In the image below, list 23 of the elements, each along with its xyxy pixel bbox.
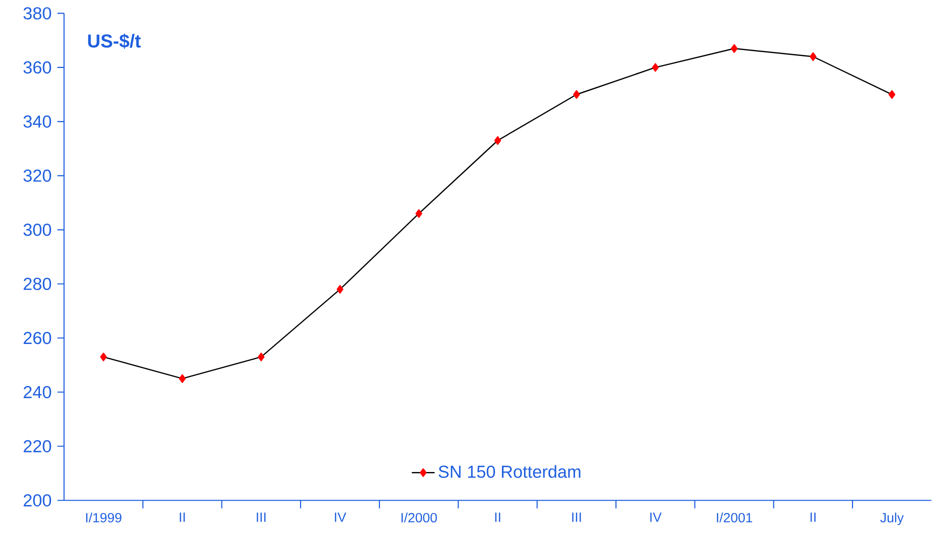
- y-tick-label: 280: [24, 278, 52, 290]
- y-axis-title: US-$/t: [88, 34, 141, 49]
- y-tick-label: 300: [24, 224, 52, 236]
- x-tick-label: IV: [334, 512, 346, 522]
- x-tick-label: II: [180, 512, 185, 522]
- x-tick-label: III: [256, 512, 266, 522]
- y-tick-label: 320: [24, 170, 52, 182]
- x-tick-label: I/1999: [86, 512, 122, 523]
- y-tick-label: 240: [24, 386, 52, 398]
- x-tick-label: III: [572, 512, 581, 522]
- y-tick-label: 360: [24, 61, 52, 74]
- x-tick-label: II: [810, 512, 816, 522]
- y-tick-label: 220: [24, 440, 52, 453]
- y-tick-label: 340: [24, 116, 52, 128]
- y-tick-label: 260: [24, 332, 52, 344]
- x-tick-label: II: [495, 512, 500, 522]
- x-tick-label: I/2001: [716, 512, 752, 523]
- y-tick-label: 200: [24, 494, 52, 507]
- y-tick-label: 380: [24, 7, 52, 20]
- legend-label: SN 150 Rotterdam: [438, 465, 580, 478]
- x-tick-label: July: [880, 512, 904, 526]
- x-tick-label: I/2000: [402, 512, 437, 523]
- x-tick-label: IV: [650, 512, 662, 522]
